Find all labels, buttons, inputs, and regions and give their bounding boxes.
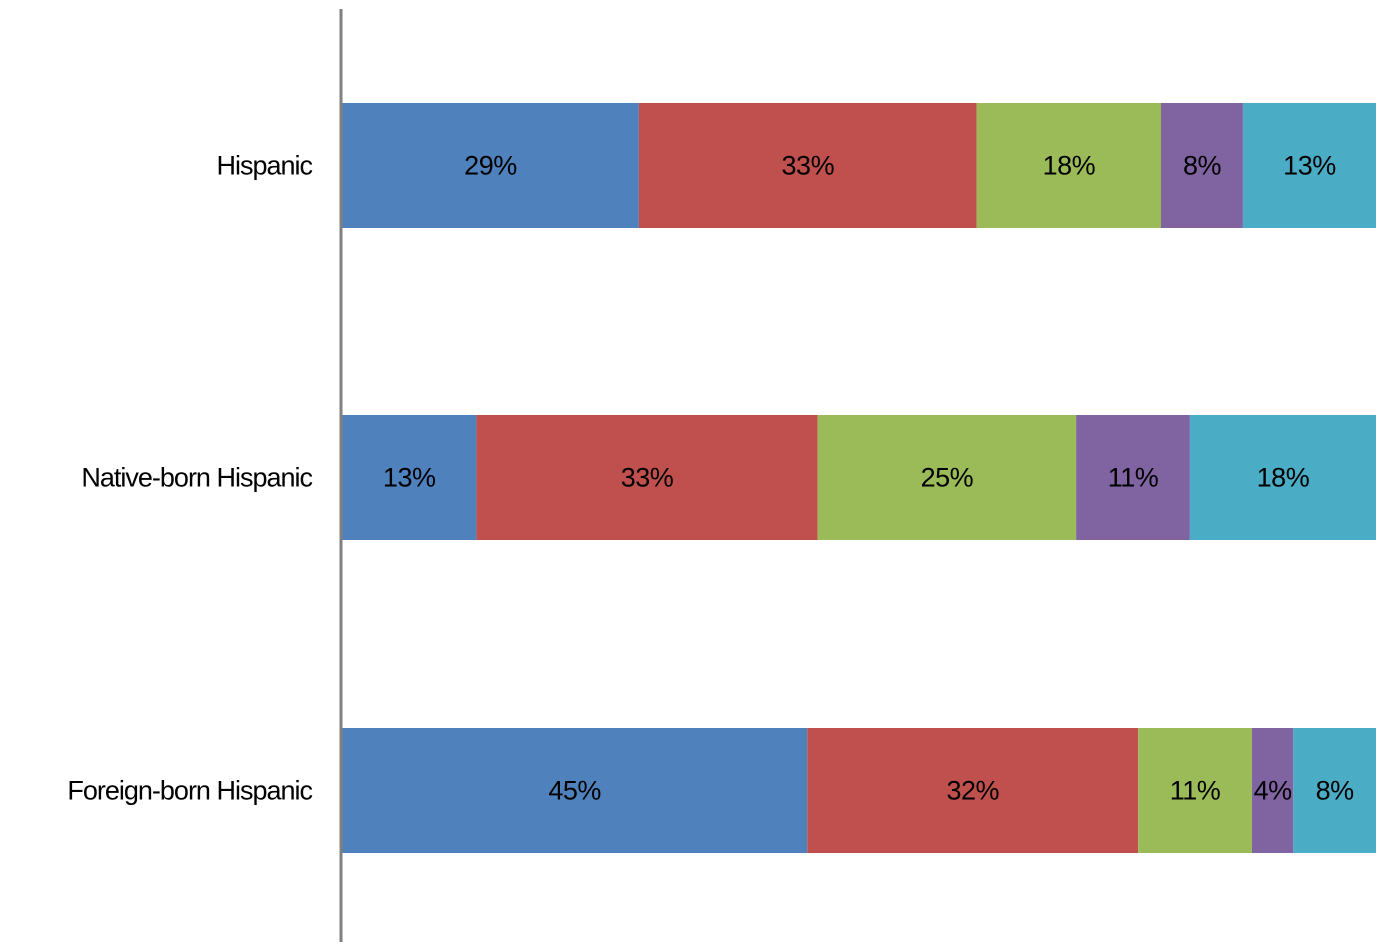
bar-segment [976, 103, 1162, 228]
data-label: 11% [1170, 776, 1221, 806]
category-labels-layer: Hispanic Native-born Hispanic Foreign-born… [67, 151, 313, 806]
data-labels-layer: 29% 33% 18% 8% 13% 13% 33% 25% 11% 18% 45% 32% 11% 4%… [383, 151, 1355, 806]
bar-segment [1251, 728, 1294, 853]
bar-segment [1293, 728, 1376, 853]
bar-segment [807, 728, 1139, 853]
data-label: 33% [782, 151, 835, 181]
bar-segment [342, 103, 639, 228]
category-label: Hispanic [216, 151, 312, 181]
bar-segment [1189, 415, 1376, 540]
bar-segment [1242, 103, 1376, 228]
bar-segment [1161, 103, 1243, 228]
data-label: 25% [921, 463, 974, 493]
data-label: 29% [464, 151, 517, 181]
data-label: 8% [1316, 776, 1355, 806]
bar-segment [638, 103, 977, 228]
category-label: Foreign-born Hispanic [67, 776, 312, 806]
data-label: 13% [1283, 151, 1336, 181]
data-label: 8% [1183, 151, 1222, 181]
bar-segment [476, 415, 818, 540]
data-label: 4% [1254, 776, 1293, 806]
bar-segment [1138, 728, 1252, 853]
bar-segment [342, 728, 808, 853]
data-label: 11% [1108, 463, 1159, 493]
data-label: 45% [548, 776, 601, 806]
data-label: 13% [383, 463, 436, 493]
bar-segment [342, 415, 477, 540]
data-label: 32% [946, 776, 999, 806]
data-label: 33% [621, 463, 674, 493]
bars-layer [342, 103, 1376, 853]
bar-segment [817, 415, 1077, 540]
data-label: 18% [1043, 151, 1096, 181]
bar-segment [1076, 415, 1190, 540]
category-label: Native-born Hispanic [81, 463, 312, 493]
data-label: 18% [1257, 463, 1310, 493]
